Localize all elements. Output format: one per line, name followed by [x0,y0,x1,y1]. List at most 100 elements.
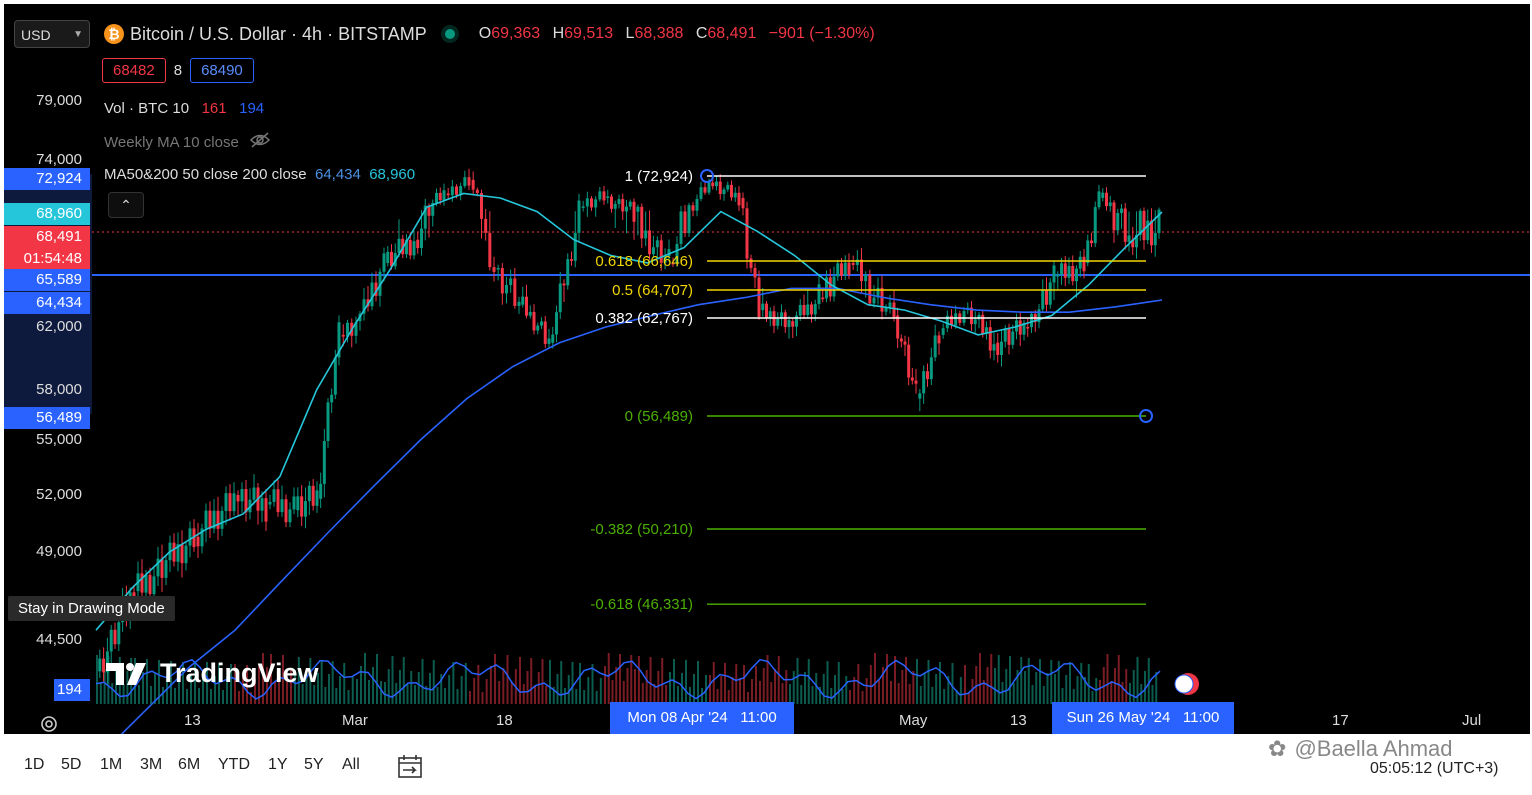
weekly-ma-legend[interactable]: Weekly MA 10 close [104,132,271,152]
ohlc-low-value: 68,388 [634,25,684,42]
candle-body [1093,207,1097,244]
volume-bar [994,668,996,704]
volume-bar [901,670,904,704]
volume-bar [335,688,338,704]
volume-red-value: 161 [201,100,227,117]
timeframe-button[interactable]: 5D [61,756,82,773]
candle-body [851,262,855,265]
candle-body [590,198,593,208]
timeframe-button[interactable]: 3M [140,756,163,773]
candle-body [813,303,817,315]
volume-bar [464,663,467,704]
volume-bar [380,681,382,704]
price-tag[interactable]: 72,924 [4,168,90,190]
price-tag[interactable]: 01:54:48 [4,248,90,270]
price-tag[interactable]: 65,589 [4,269,90,291]
candle-body [884,307,888,312]
candle-body [768,311,772,318]
timeframe-button[interactable]: 6M [178,756,201,773]
fib-level-label: 0 (56,489) [625,408,693,425]
volume-bar [751,679,753,704]
volume-bar [905,657,907,704]
volume-bar [186,689,188,704]
price-chart[interactable]: 1 (72,924) 0.618 (66,646) 0.5 (64,707) 0.38… [4,4,1530,791]
collapse-legend-button[interactable]: ⌃ [108,192,144,218]
candle-body [644,230,648,239]
volume-bar [234,664,236,704]
volume-bar [1035,672,1038,704]
candle-body [558,283,562,313]
timeframe-button[interactable]: 1M [100,756,123,773]
volume-bar [489,666,492,704]
candle-body [1067,265,1071,278]
currency-select[interactable]: USD ▼ [14,20,90,48]
volume-bar [845,676,848,704]
candle-body [741,198,745,209]
volume-bar [897,683,900,704]
volume-bar [317,673,319,704]
candle-body [208,510,212,529]
bid-button[interactable]: 68482 [102,58,166,83]
candle-body [907,344,911,378]
x-tick-label: Jul [1462,712,1482,729]
ohlc-close-key: C [695,25,708,42]
volume-bar [615,667,618,704]
candle-body [1022,322,1026,335]
timeframe-button[interactable]: 1Y [268,756,288,773]
candle-body [715,181,718,187]
candle-body [1071,265,1075,282]
candle-body [598,191,602,200]
candle-body [180,544,184,564]
price-tag[interactable]: 68,491 [4,226,90,248]
volume-bar [1144,671,1146,704]
ask-button[interactable]: 68490 [190,58,254,83]
candle-body [532,311,536,331]
timeframe-button[interactable]: YTD [218,756,250,773]
y-tick-label: 49,000 [36,543,82,560]
candle-body [1153,232,1157,246]
volume-bar [878,680,880,704]
volume-bar [158,660,160,704]
clock[interactable]: 05:05:12 (UTC+3) [1370,760,1499,777]
candle-body [847,262,851,275]
volume-bar [830,688,833,704]
fib-level-label: 1 (72,924) [625,168,693,185]
volume-bar [800,685,803,704]
volume-legend[interactable]: Vol · BTC 10 161 194 [104,100,264,117]
price-tag[interactable]: 64,434 [4,292,90,314]
volume-bar [735,664,738,704]
price-tag[interactable]: 194 [54,679,90,701]
volume-bar [410,671,413,704]
candle-body [737,192,741,206]
timeframe-button[interactable]: 5Y [304,756,324,773]
candle-body [810,304,813,315]
candle-body [408,239,412,256]
ohlc-high-key: H [552,25,565,42]
volume-bar [604,666,606,704]
candle-body [640,206,644,239]
timeframe-button[interactable]: 1D [24,756,45,773]
volume-bar [681,673,683,704]
settings-icon[interactable] [38,713,60,740]
ma-legend[interactable]: MA50&200 50 close 200 close 64,434 68,96… [104,166,415,183]
candle-body [315,490,319,506]
date-range-icon[interactable] [396,754,424,785]
symbol-title[interactable]: Bitcoin / U.S. Dollar · 4h · BITSTAMP [130,23,427,44]
candle-body [319,483,323,499]
market-status-icon[interactable] [444,29,455,39]
candle-body [276,489,280,513]
candle-body [220,510,224,529]
candle-body [667,249,671,257]
price-tag[interactable]: 56,489 [4,407,90,429]
volume-bar [444,688,446,704]
candle-body [730,184,733,198]
candle-body [390,251,393,267]
timeframe-button[interactable]: All [342,756,360,773]
price-tag[interactable]: 68,960 [4,203,90,225]
candle-body [427,205,431,216]
eye-off-icon[interactable] [249,132,271,152]
volume-bar [967,692,970,704]
volume-bar [908,684,911,704]
volume-bar [1102,667,1105,704]
candle-body [337,322,341,358]
